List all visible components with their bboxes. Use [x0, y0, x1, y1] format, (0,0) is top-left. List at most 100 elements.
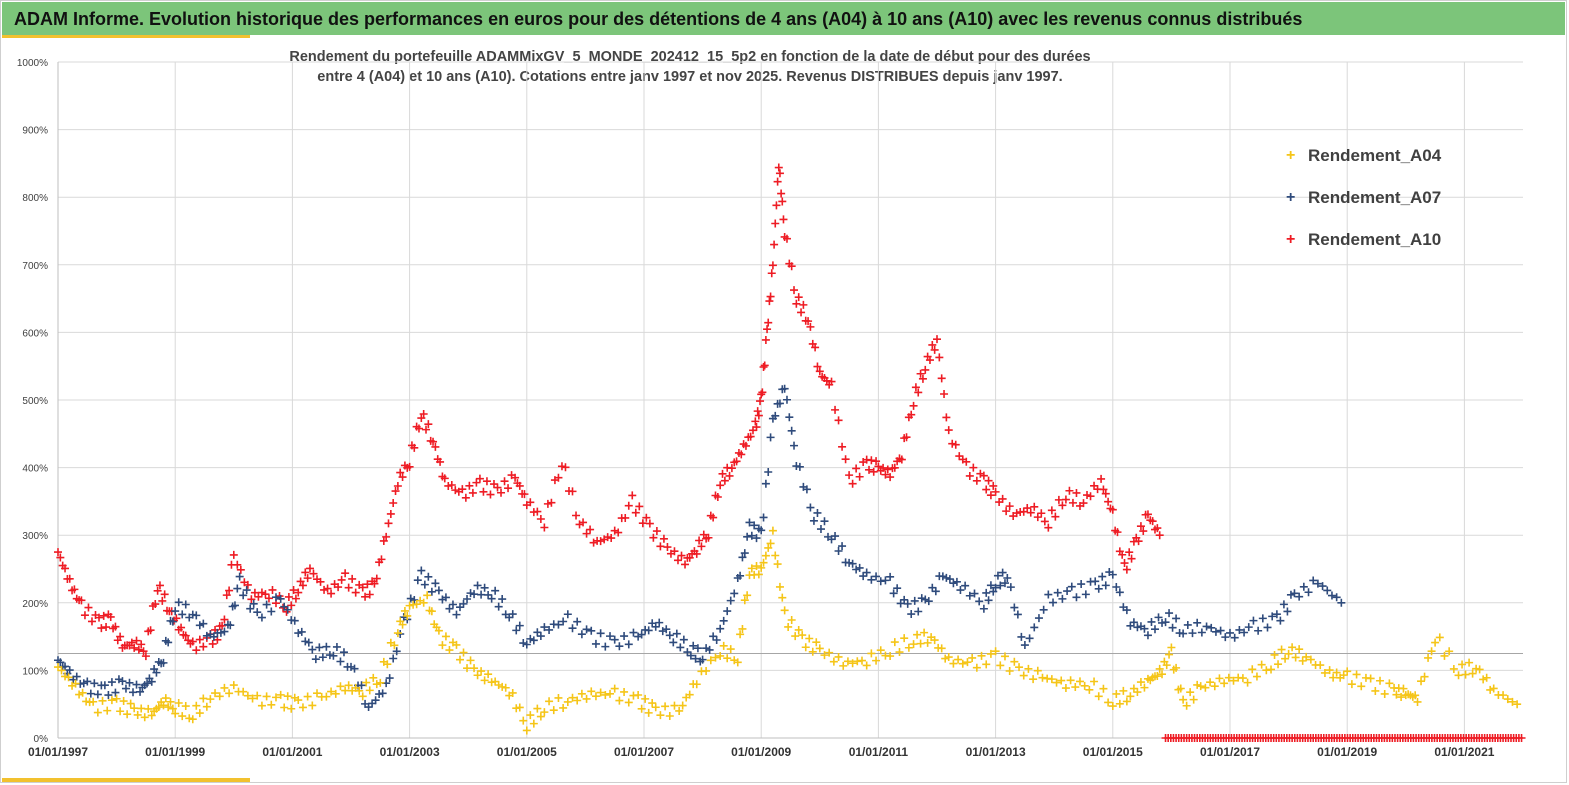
data-point-a10 [916, 369, 925, 378]
legend-item-a10: + Rendement_A10 [1286, 219, 1441, 261]
data-point-a10 [102, 623, 111, 632]
data-point-a04 [968, 653, 977, 662]
data-point-a04 [267, 700, 276, 709]
data-point-a04 [89, 697, 98, 706]
data-point-a04 [1220, 679, 1229, 688]
data-point-a10 [141, 652, 150, 661]
data-point-a10 [504, 484, 513, 493]
data-point-a10 [382, 532, 391, 541]
data-point-a07 [389, 654, 398, 663]
data-point-a07 [759, 513, 768, 522]
data-point-a04 [825, 648, 834, 657]
data-point-a07 [1327, 591, 1336, 600]
data-point-a07 [262, 600, 271, 609]
data-point-a07 [1226, 628, 1234, 637]
data-point-a07 [993, 571, 1002, 580]
data-point-a07 [838, 542, 847, 551]
data-point-a04 [1371, 686, 1380, 695]
data-point-a10 [1127, 554, 1136, 563]
data-point-a07 [392, 647, 401, 656]
data-point-a07 [107, 678, 116, 687]
data-point-a10 [520, 490, 529, 499]
data-point-a10 [1054, 495, 1063, 504]
data-point-a04 [470, 664, 479, 673]
data-point-a10 [561, 463, 570, 472]
data-point-a04 [116, 707, 125, 716]
data-point-a07 [540, 623, 549, 632]
data-point-a04 [459, 648, 468, 657]
data-point-a10 [372, 574, 381, 583]
data-point-a04 [239, 687, 248, 696]
data-point-a04 [977, 651, 986, 660]
data-point-a07 [1337, 598, 1346, 607]
data-point-a07 [876, 577, 885, 586]
data-point-a04 [573, 696, 582, 705]
data-point-a07 [712, 635, 721, 644]
accent-bar-bottom [2, 778, 250, 782]
data-point-a10 [417, 414, 426, 423]
data-point-a07 [235, 572, 244, 581]
legend-item-a04: + Rendement_A04 [1286, 135, 1441, 177]
data-point-a04 [1189, 695, 1198, 704]
data-point-a07 [1299, 582, 1308, 591]
data-point-a10 [568, 487, 577, 496]
data-point-a10 [831, 405, 840, 414]
data-point-a07 [1168, 623, 1177, 632]
data-point-a04 [1392, 690, 1401, 699]
data-point-a10 [951, 440, 960, 449]
data-point-a10 [766, 292, 775, 301]
data-point-a10 [287, 601, 296, 610]
data-point-a07 [620, 632, 629, 641]
data-point-a10 [137, 640, 146, 649]
data-point-a07 [982, 588, 991, 597]
data-point-a04 [624, 698, 633, 707]
data-point-a04 [1385, 679, 1394, 688]
data-point-a10 [865, 465, 874, 474]
data-point-a04 [1010, 657, 1019, 666]
data-point-a07 [683, 648, 692, 657]
data-point-a07 [689, 641, 698, 650]
data-point-a04 [199, 694, 208, 703]
data-point-a04 [719, 641, 728, 650]
data-point-a07 [662, 625, 671, 634]
data-point-a04 [1284, 649, 1293, 658]
data-point-a07 [1143, 631, 1152, 640]
data-point-a07 [747, 531, 756, 540]
data-point-a04 [1005, 666, 1014, 675]
data-point-a07 [466, 589, 475, 598]
data-point-a07 [1039, 605, 1048, 614]
data-point-a04 [294, 696, 303, 705]
data-point-a10 [848, 479, 857, 488]
data-point-a04 [610, 684, 619, 693]
data-point-a04 [958, 659, 967, 668]
data-point-a07 [1279, 600, 1288, 609]
y-tick-label: 800% [22, 193, 48, 204]
data-point-a10 [948, 439, 957, 448]
legend-label-a04: Rendement_A04 [1308, 146, 1442, 165]
data-point-a10 [782, 234, 791, 243]
y-tick-label: 200% [22, 599, 48, 610]
data-point-a04 [1257, 660, 1266, 669]
data-point-a04 [1224, 673, 1233, 682]
data-point-a10 [405, 462, 414, 471]
data-point-a10 [673, 556, 682, 565]
data-point-a04 [1288, 643, 1297, 652]
data-point-a10 [855, 472, 864, 481]
data-point-a10 [982, 485, 991, 494]
data-point-a07 [738, 553, 747, 562]
data-point-a07 [928, 583, 937, 592]
data-point-a04 [1112, 689, 1121, 698]
data-point-a04 [665, 711, 674, 720]
data-point-a04 [1196, 682, 1205, 691]
data-point-a04 [206, 695, 215, 704]
data-point-a04 [1229, 676, 1238, 685]
data-point-a04 [164, 703, 173, 712]
data-point-a04 [257, 701, 266, 710]
data-point-a07 [1006, 583, 1015, 592]
data-point-a10 [1005, 502, 1014, 511]
data-point-a07 [665, 631, 674, 640]
data-point-a10 [236, 565, 245, 574]
data-point-a10 [279, 603, 288, 612]
data-point-a07 [463, 594, 472, 603]
data-point-a04 [1411, 691, 1420, 700]
